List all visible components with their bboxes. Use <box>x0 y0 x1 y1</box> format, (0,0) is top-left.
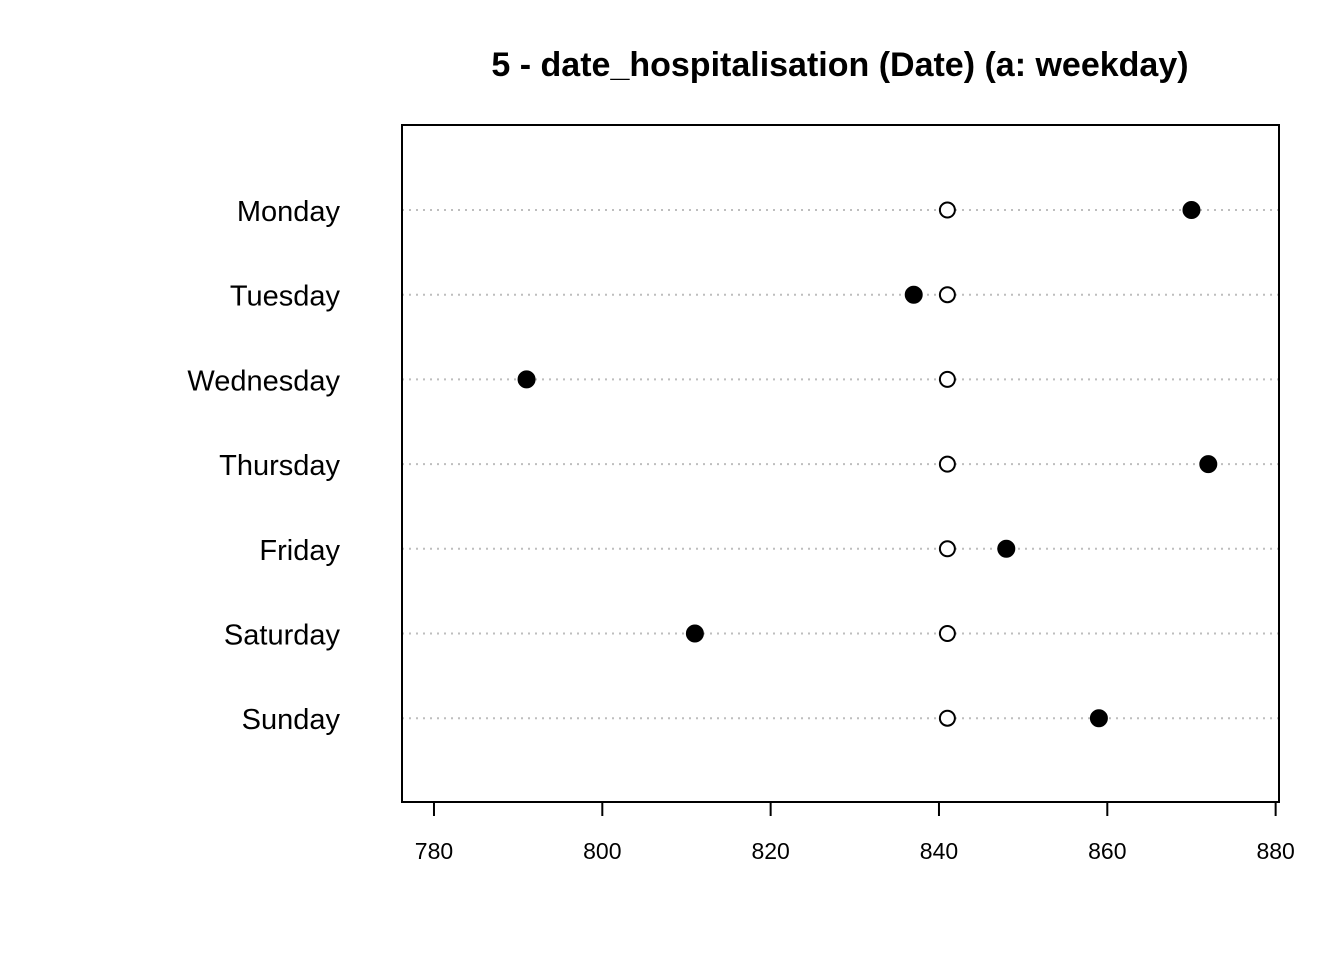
filled-point-saturday <box>685 624 704 643</box>
open-point-monday <box>938 201 956 219</box>
category-label-tuesday: Tuesday <box>230 281 341 313</box>
filled-point-wednesday <box>517 370 536 389</box>
x-tick-label-820: 820 <box>751 838 789 864</box>
x-tick-label-840: 840 <box>920 838 958 864</box>
category-label-monday: Monday <box>237 196 341 228</box>
open-point-friday <box>938 540 956 558</box>
x-axis: 780 800 820 840 860 880 <box>415 801 1295 864</box>
filled-point-friday <box>997 539 1016 558</box>
x-tick-label-800: 800 <box>583 838 621 864</box>
x-tick-label-780: 780 <box>415 838 453 864</box>
open-point-thursday <box>938 455 956 473</box>
filled-point-monday <box>1182 201 1201 219</box>
x-tick-label-880: 880 <box>1256 838 1294 864</box>
open-point-wednesday <box>938 370 956 388</box>
category-label-wednesday: Wednesday <box>187 365 340 397</box>
chart-title: 5 - date_hospitalisation (Date) (a: week… <box>491 46 1188 84</box>
x-tick-label-860: 860 <box>1088 838 1126 864</box>
open-point-sunday <box>938 709 956 727</box>
category-labels: Monday Tuesday Wednesday Thursday Friday Satu… <box>187 196 340 736</box>
plot-frame <box>401 124 1280 803</box>
filled-point-thursday <box>1199 455 1218 474</box>
open-points <box>938 201 956 727</box>
open-point-saturday <box>938 625 956 642</box>
filled-point-tuesday <box>904 285 923 304</box>
open-point-tuesday <box>938 286 956 304</box>
category-label-thursday: Thursday <box>219 450 340 482</box>
category-label-sunday: Sunday <box>242 704 341 736</box>
guide-lines <box>402 209 1279 720</box>
category-label-saturday: Saturday <box>224 620 341 652</box>
category-label-friday: Friday <box>259 535 340 567</box>
filled-point-sunday <box>1089 709 1108 728</box>
filled-points <box>517 201 1218 728</box>
